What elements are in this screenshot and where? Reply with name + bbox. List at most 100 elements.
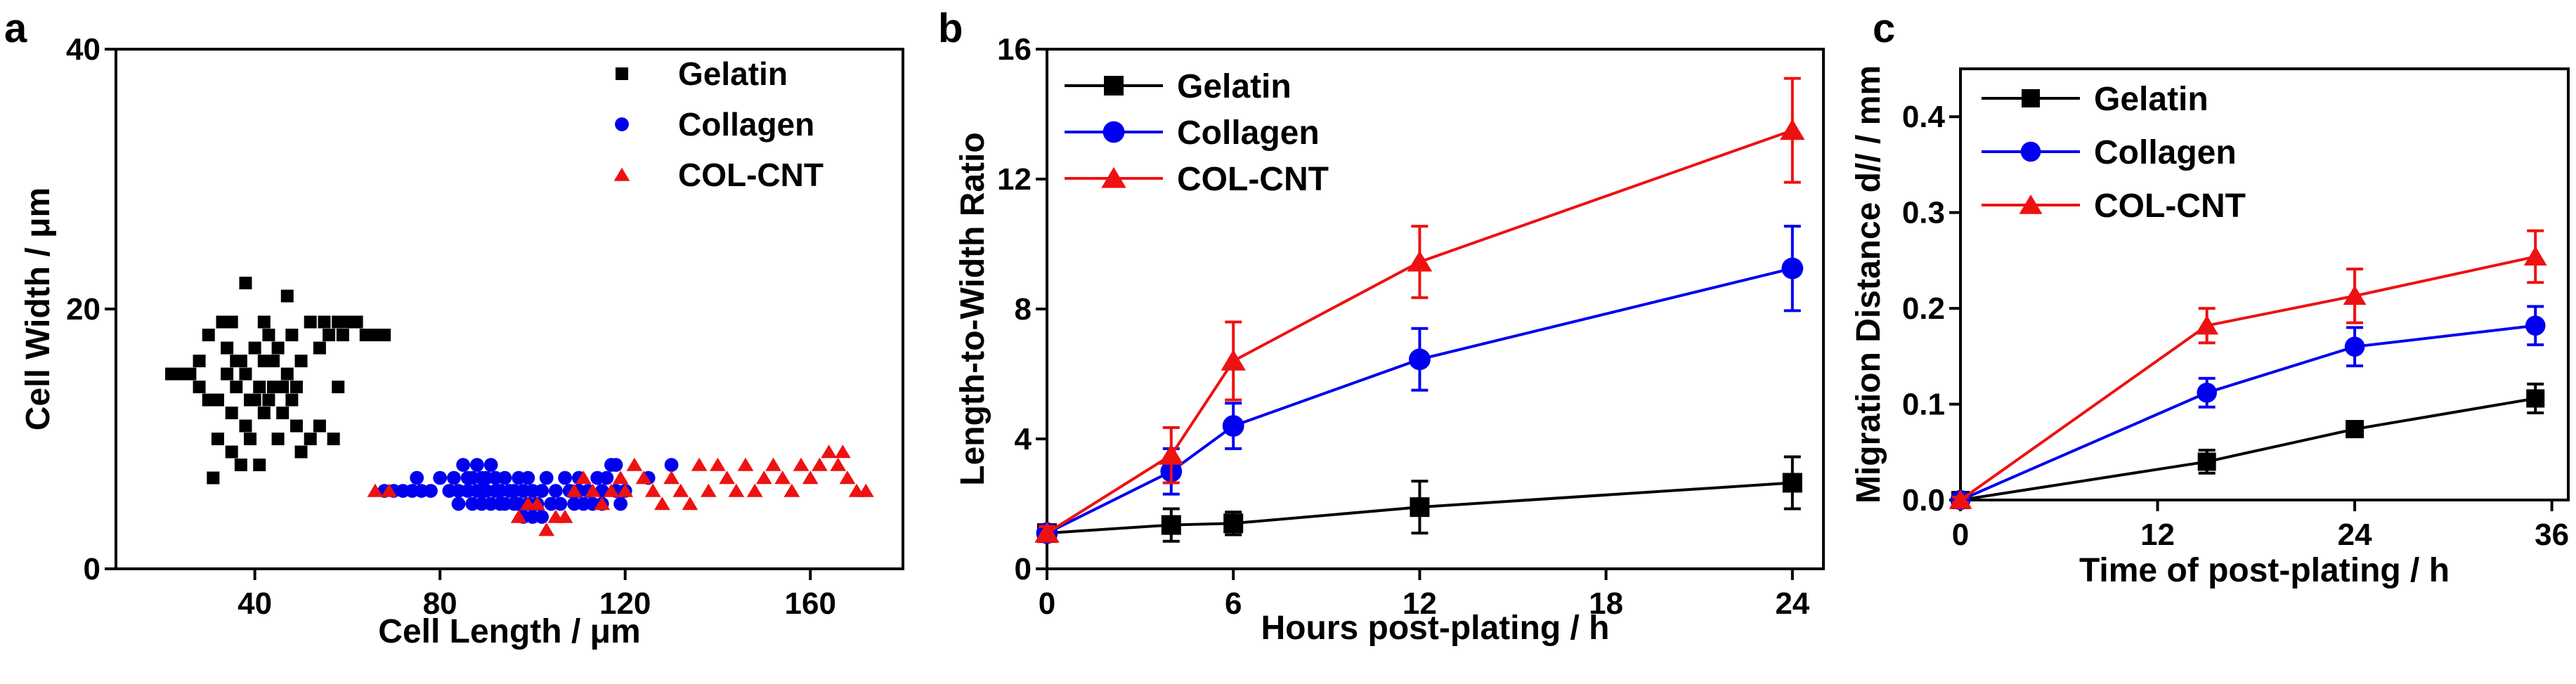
plot-frame	[1046, 48, 1825, 570]
data-point	[857, 483, 874, 497]
legend-marker	[2022, 89, 2040, 107]
legend-label: Gelatin	[2094, 81, 2209, 118]
legend-label: Gelatin	[1177, 68, 1292, 105]
data-point	[553, 496, 568, 511]
x-tick-label: 24	[2338, 518, 2372, 552]
data-point	[225, 315, 238, 329]
y-axis-label: Length-to-Width Ratio	[954, 132, 991, 485]
legend-entry: COL-CNT	[1065, 161, 1329, 198]
data-point	[367, 483, 384, 497]
data-point	[603, 483, 620, 497]
chart-panel-a: a 40 80 120 160 0 20 40 Cell Length / μm Cell Wid…	[4, 6, 904, 650]
legend-marker	[1101, 166, 1126, 188]
data-point	[529, 496, 545, 511]
legend-label: Collagen	[2094, 134, 2237, 171]
data-point	[244, 433, 257, 445]
data-point	[290, 419, 303, 433]
data-point	[765, 457, 781, 471]
data-point	[774, 471, 791, 485]
data-point	[350, 315, 363, 329]
y-tick-label: 8	[1015, 292, 1032, 327]
data-point	[664, 458, 679, 472]
data-point	[239, 419, 252, 433]
legend-entry: COL-CNT	[613, 157, 824, 193]
data-point	[253, 459, 266, 471]
x-tick-label: 36	[2535, 518, 2569, 552]
data-point	[2523, 246, 2547, 266]
data-point	[257, 315, 271, 329]
y-tick-label: 20	[66, 292, 100, 327]
data-point	[294, 355, 308, 367]
data-point	[280, 367, 294, 381]
data-point	[207, 471, 220, 485]
x-tick-label: 160	[785, 586, 836, 621]
data-point	[1782, 473, 1802, 493]
data-point	[802, 471, 819, 485]
data-point	[755, 471, 772, 485]
data-point	[410, 471, 424, 485]
data-point	[737, 457, 754, 471]
data-point	[1410, 497, 1430, 518]
data-point	[221, 341, 234, 355]
data-point	[830, 457, 847, 471]
data-point	[332, 381, 345, 393]
data-point	[2346, 420, 2364, 439]
data-point	[290, 381, 303, 393]
legend-marker	[2020, 141, 2041, 162]
legend-marker	[615, 117, 629, 131]
data-point	[521, 471, 535, 485]
data-point	[323, 329, 336, 341]
data-point	[599, 471, 614, 485]
y-tick-label: 0	[84, 552, 100, 586]
panel-label-b: b	[938, 6, 963, 51]
data-point	[710, 457, 726, 471]
data-point	[271, 433, 285, 445]
data-point	[538, 522, 555, 537]
data-point	[2195, 315, 2219, 335]
data-point	[378, 329, 391, 341]
data-point	[211, 393, 224, 407]
series-col-cnt	[1949, 229, 2547, 509]
y-tick-label: 40	[66, 32, 100, 67]
x-tick-label: 12	[1403, 586, 1437, 621]
data-point	[318, 315, 331, 329]
y-tick-label: 0.1	[1902, 388, 1945, 422]
data-point	[2526, 389, 2545, 408]
data-point	[682, 496, 698, 511]
x-tick-label: 0	[1039, 586, 1055, 621]
data-point	[262, 329, 275, 341]
data-point	[2197, 382, 2217, 403]
data-point	[535, 510, 549, 524]
chart-panel-b: b 0 6 12 18 24 0 4 8 12 16 Hours post-plating / h Le…	[938, 6, 1825, 647]
y-tick-label: 0.0	[1902, 483, 1945, 518]
data-point	[746, 483, 763, 497]
legend-marker	[616, 67, 628, 80]
data-point	[793, 457, 809, 471]
data-point	[821, 445, 837, 459]
data-point	[612, 471, 629, 485]
data-point	[2344, 336, 2365, 357]
data-point	[635, 471, 652, 485]
data-point	[456, 458, 471, 472]
legend-entry: Collagen	[1982, 134, 2237, 171]
data-point	[1221, 349, 1246, 371]
data-point	[535, 484, 549, 498]
data-point	[202, 329, 215, 341]
panel-label-a: a	[4, 6, 27, 51]
data-point	[834, 445, 851, 459]
data-point	[262, 393, 275, 407]
legend-label: Collagen	[1177, 114, 1320, 152]
data-point	[234, 459, 247, 471]
data-point	[609, 458, 623, 472]
data-point	[1159, 444, 1184, 465]
data-point	[183, 367, 197, 381]
data-point	[585, 483, 601, 497]
x-tick-label: 80	[423, 586, 457, 621]
data-point	[304, 315, 317, 329]
data-point	[276, 407, 290, 419]
series-col-cnt	[367, 445, 874, 537]
data-point	[539, 471, 554, 485]
data-point	[626, 457, 643, 471]
x-tick-label: 0	[1952, 518, 1969, 552]
